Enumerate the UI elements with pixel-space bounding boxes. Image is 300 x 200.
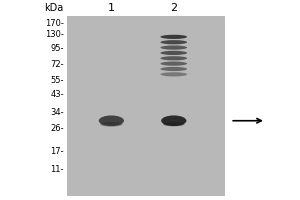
Ellipse shape bbox=[163, 122, 184, 126]
Ellipse shape bbox=[160, 62, 187, 66]
Text: 95-: 95- bbox=[50, 44, 64, 53]
Ellipse shape bbox=[99, 115, 124, 126]
Text: 2: 2 bbox=[170, 3, 177, 13]
Ellipse shape bbox=[160, 35, 187, 39]
Text: kDa: kDa bbox=[45, 3, 64, 13]
Ellipse shape bbox=[160, 67, 187, 71]
Ellipse shape bbox=[161, 115, 186, 126]
Text: 55-: 55- bbox=[50, 76, 64, 85]
Ellipse shape bbox=[160, 51, 187, 55]
Text: 43-: 43- bbox=[50, 90, 64, 99]
Text: 170-: 170- bbox=[45, 19, 64, 28]
Text: 11-: 11- bbox=[50, 165, 64, 174]
Text: 26-: 26- bbox=[50, 124, 64, 133]
Text: 17-: 17- bbox=[50, 147, 64, 156]
Text: 1: 1 bbox=[108, 3, 115, 13]
Ellipse shape bbox=[100, 122, 122, 127]
FancyBboxPatch shape bbox=[67, 16, 224, 195]
Text: 72-: 72- bbox=[50, 60, 64, 69]
Ellipse shape bbox=[160, 72, 187, 76]
Text: 130-: 130- bbox=[45, 30, 64, 39]
Ellipse shape bbox=[160, 45, 187, 50]
Ellipse shape bbox=[160, 56, 187, 60]
Ellipse shape bbox=[160, 40, 187, 44]
Text: 34-: 34- bbox=[50, 108, 64, 117]
